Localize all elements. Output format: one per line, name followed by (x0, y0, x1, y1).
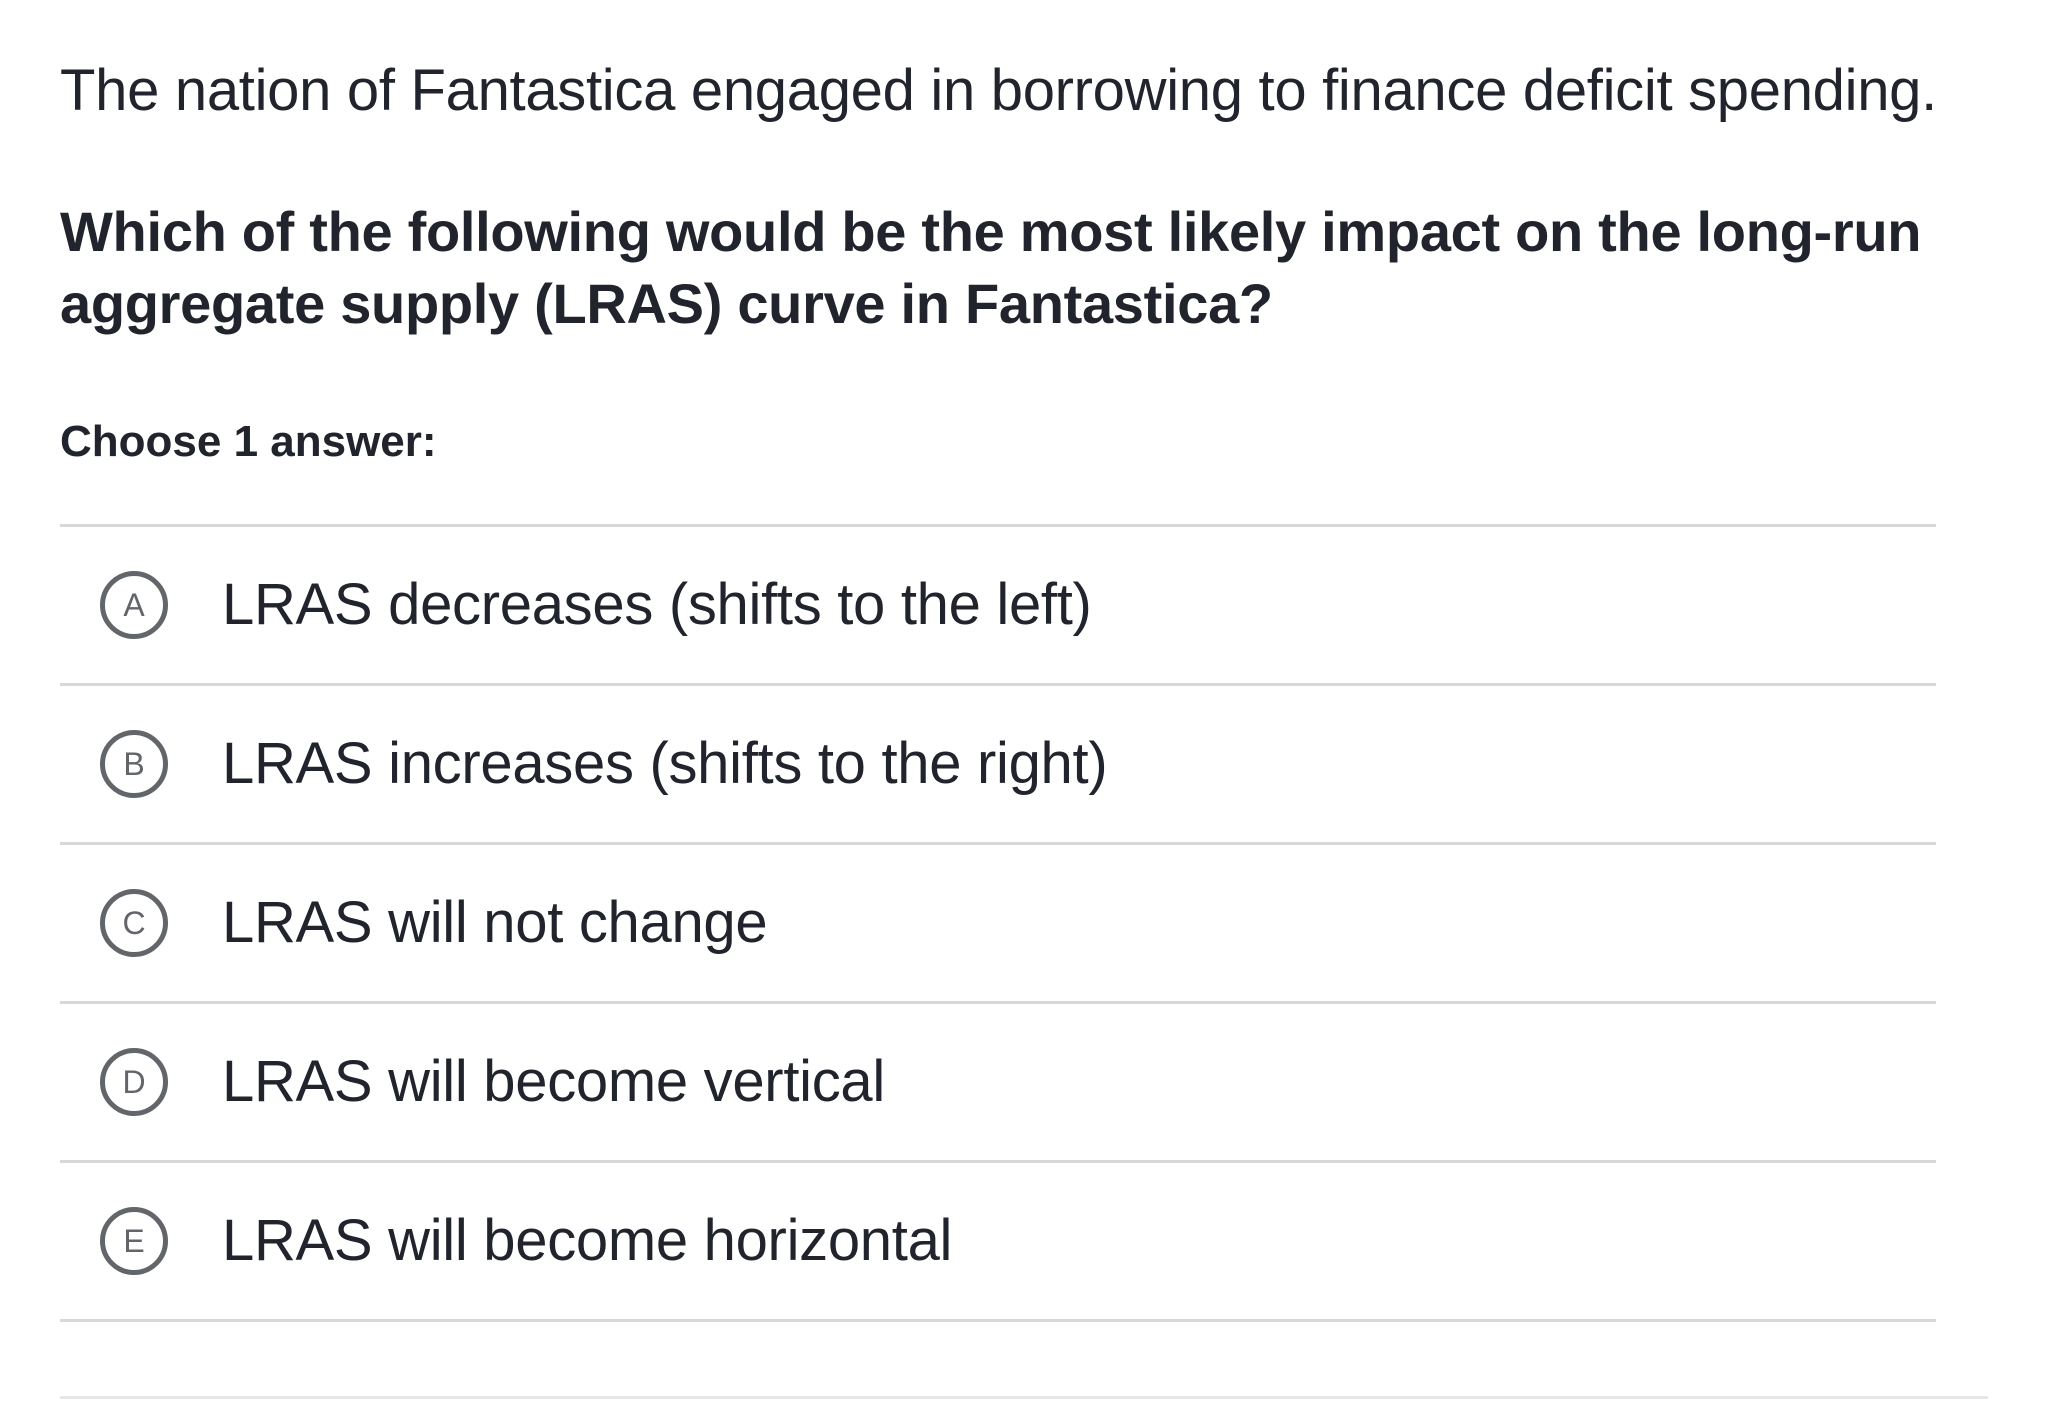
choice-c-label: LRAS will not change (222, 890, 768, 955)
choice-a[interactable]: A LRAS decreases (shifts to the left) (60, 527, 1936, 686)
choice-a-label: LRAS decreases (shifts to the left) (222, 572, 1092, 637)
footer-divider (60, 1396, 1988, 1399)
question-stem: The nation of Fantastica engaged in borr… (60, 58, 1937, 123)
choice-e[interactable]: E LRAS will become horizontal (60, 1163, 1936, 1322)
choice-b[interactable]: B LRAS increases (shifts to the right) (60, 686, 1936, 845)
choice-e-radio[interactable]: E (100, 1207, 168, 1275)
choice-d-label: LRAS will become vertical (222, 1049, 885, 1114)
choose-instruction: Choose 1 answer: (60, 417, 437, 466)
choice-e-label: LRAS will become horizontal (222, 1208, 953, 1273)
choice-d-radio[interactable]: D (100, 1048, 168, 1116)
choice-b-radio[interactable]: B (100, 730, 168, 798)
choice-c[interactable]: C LRAS will not change (60, 845, 1936, 1004)
choice-d[interactable]: D LRAS will become vertical (60, 1004, 1936, 1163)
choice-c-radio[interactable]: C (100, 889, 168, 957)
choice-a-radio[interactable]: A (100, 571, 168, 639)
answer-choices: A LRAS decreases (shifts to the left) B … (60, 524, 1936, 1322)
question-prompt: Which of the following would be the most… (60, 200, 1922, 335)
choice-b-label: LRAS increases (shifts to the right) (222, 731, 1108, 796)
